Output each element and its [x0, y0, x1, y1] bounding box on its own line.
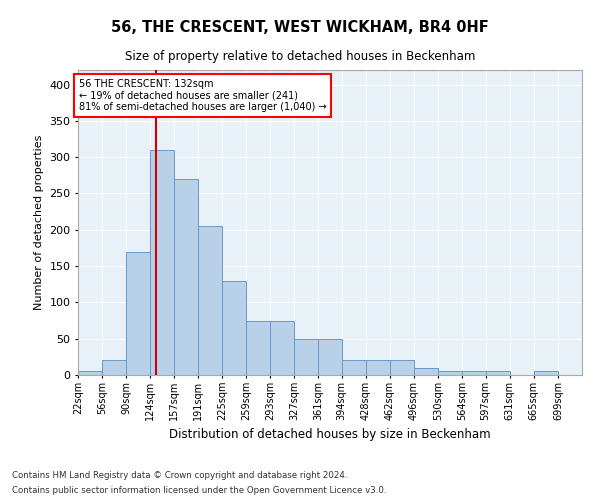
- Bar: [414, 368, 438, 375]
- Text: Contains HM Land Registry data © Crown copyright and database right 2024.: Contains HM Land Registry data © Crown c…: [12, 471, 347, 480]
- Bar: [438, 372, 462, 375]
- Text: Contains public sector information licensed under the Open Government Licence v3: Contains public sector information licen…: [12, 486, 386, 495]
- Bar: [485, 372, 509, 375]
- Bar: [341, 360, 366, 375]
- Bar: [222, 280, 246, 375]
- Text: 56, THE CRESCENT, WEST WICKHAM, BR4 0HF: 56, THE CRESCENT, WEST WICKHAM, BR4 0HF: [111, 20, 489, 35]
- Bar: [534, 372, 558, 375]
- Bar: [102, 360, 126, 375]
- Text: 56 THE CRESCENT: 132sqm
← 19% of detached houses are smaller (241)
81% of semi-d: 56 THE CRESCENT: 132sqm ← 19% of detache…: [79, 78, 326, 112]
- Bar: [246, 320, 270, 375]
- Bar: [126, 252, 151, 375]
- Bar: [366, 360, 390, 375]
- Bar: [294, 338, 319, 375]
- Bar: [462, 372, 485, 375]
- Text: Size of property relative to detached houses in Beckenham: Size of property relative to detached ho…: [125, 50, 475, 63]
- Bar: [319, 338, 341, 375]
- Bar: [173, 179, 198, 375]
- Bar: [270, 320, 294, 375]
- Bar: [78, 372, 102, 375]
- X-axis label: Distribution of detached houses by size in Beckenham: Distribution of detached houses by size …: [169, 428, 491, 442]
- Y-axis label: Number of detached properties: Number of detached properties: [34, 135, 44, 310]
- Bar: [151, 150, 173, 375]
- Bar: [198, 226, 222, 375]
- Bar: [390, 360, 414, 375]
